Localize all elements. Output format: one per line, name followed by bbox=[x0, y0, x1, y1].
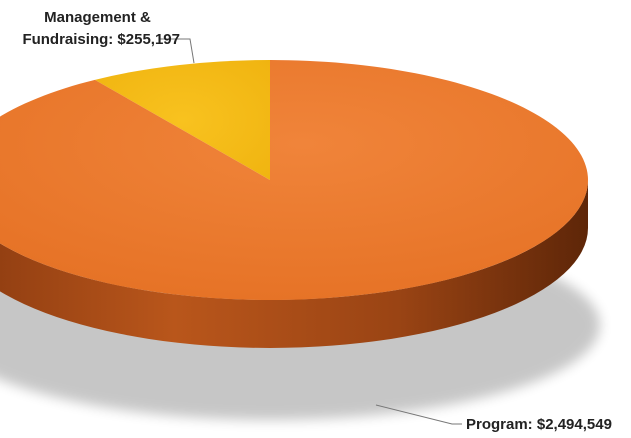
slice-management-fundraising bbox=[94, 60, 270, 180]
slice-leader-management-fundraising bbox=[160, 38, 195, 64]
slice-label-management-fundraising: Management & Fundraising: $255,197 bbox=[22, 9, 180, 48]
slice-label-program: Program: $2,494,549 bbox=[466, 416, 612, 433]
pie-top bbox=[0, 60, 588, 300]
slice-label-management-fundraising-line-1: Management & bbox=[44, 9, 151, 26]
slice-program bbox=[0, 60, 588, 300]
slice-label-management-fundraising-line-2: Fundraising: $255,197 bbox=[22, 31, 180, 48]
pie-side bbox=[0, 180, 588, 348]
slice-leader-program bbox=[375, 404, 462, 425]
